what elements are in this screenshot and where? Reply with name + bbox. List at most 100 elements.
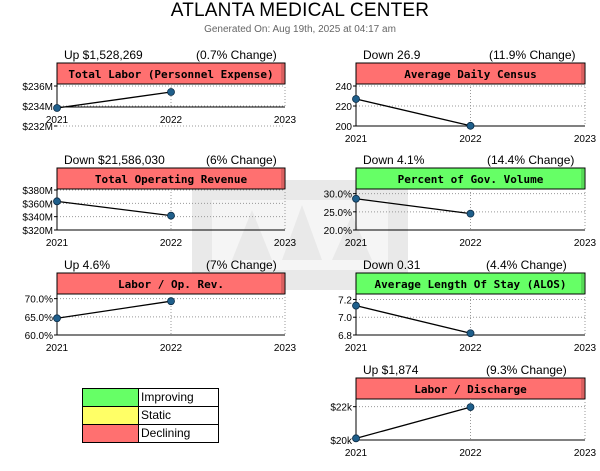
- y-tick-label: 220: [335, 102, 352, 113]
- data-point: [352, 194, 360, 203]
- x-tick-label: 2022: [459, 238, 482, 249]
- x-tick-label: 2021: [345, 343, 368, 354]
- header-shade: [581, 379, 584, 398]
- generated-timestamp: Generated On: Aug 19th, 2025 at 04:17 am: [204, 24, 396, 35]
- y-tick-label: 20.0%: [324, 226, 352, 237]
- y-tick-label: 65.0%: [25, 313, 53, 324]
- data-point: [352, 434, 360, 443]
- x-tick-label: 2023: [574, 238, 597, 249]
- y-tick-label: 25.0%: [324, 208, 352, 219]
- panel-average-length-of-stay: Down 0.31 (4.4% Change) Average Length Of …: [300, 258, 600, 366]
- y-tick-label: 70.0%: [25, 295, 53, 306]
- legend-item-declining: Declining: [83, 424, 218, 442]
- percent-change: (4.4% Change): [486, 258, 567, 272]
- legend-label: Static: [141, 408, 172, 422]
- x-tick-label: 2021: [46, 115, 69, 126]
- series-line: [56, 300, 172, 319]
- chart-title: Labor / Discharge: [414, 383, 527, 396]
- x-tick-label: 2021: [345, 448, 368, 459]
- chart-svg: Average Daily Census 200 220 240 2021 2022 202…: [335, 62, 597, 145]
- data-point: [167, 211, 175, 220]
- y-tick-label: $236M: [22, 82, 53, 93]
- data-point: [53, 197, 61, 206]
- legend-swatch-improving: [83, 389, 139, 406]
- chart-title: Total Labor (Personnel Expense): [68, 68, 273, 81]
- y-tick-label: $360M: [22, 199, 53, 210]
- change-value: Down $21,586,030: [64, 153, 165, 167]
- change-value: Up $1,874: [363, 363, 419, 377]
- chart-title: Labor / Op. Rev.: [118, 278, 224, 291]
- change-value: Down 0.31: [363, 258, 421, 272]
- header-shade: [281, 274, 284, 293]
- chart-svg: Percent of Gov. Volume 20.0% 25.0% 30.0% 202…: [324, 167, 597, 249]
- data-point: [167, 297, 175, 306]
- chart-svg: Labor / Op. Rev. 60.0% 65.0% 70.0% 2021 2022 2…: [25, 272, 297, 354]
- chart-svg: Total Labor (Personnel Expense) $232M $234…: [22, 62, 297, 133]
- data-point: [53, 104, 61, 112]
- panel-average-daily-census: Down 26.9 (11.9% Change) Average Daily Cen…: [300, 48, 600, 156]
- y-tick-label: 60.0%: [25, 331, 53, 342]
- series-line: [56, 91, 172, 109]
- chart-title: Total Operating Revenue: [95, 173, 248, 186]
- series-line: [355, 198, 471, 215]
- chart-svg: Labor / Discharge $20k $22k 2021 2022 2023: [330, 377, 597, 459]
- x-tick-label: 2021: [46, 238, 69, 249]
- y-tick-label: $320M: [22, 226, 53, 237]
- y-tick-label: $22k: [330, 403, 353, 414]
- series-line: [56, 200, 172, 217]
- change-value: Down 4.1%: [363, 153, 425, 167]
- y-tick-label: $234M: [22, 102, 53, 113]
- legend-item-static: Static: [83, 406, 218, 424]
- header-shade: [281, 64, 284, 83]
- panel-labor-per-discharge: Up $1,874 (9.3% Change) Labor / Discharge $…: [300, 363, 600, 471]
- watermark-logo: [192, 180, 408, 290]
- x-tick-label: 2023: [274, 115, 297, 126]
- x-tick-label: 2023: [574, 448, 597, 459]
- change-value: Up $1,528,269: [64, 48, 143, 62]
- x-tick-label: 2023: [574, 134, 597, 145]
- x-tick-label: 2023: [274, 343, 297, 354]
- legend-label: Declining: [141, 426, 191, 440]
- chart-title: Percent of Gov. Volume: [398, 173, 544, 186]
- x-tick-label: 2022: [160, 238, 183, 249]
- x-tick-label: 2022: [459, 448, 482, 459]
- percent-change: (14.4% Change): [487, 153, 575, 167]
- change-value: Up 4.6%: [64, 258, 111, 272]
- data-point: [466, 403, 475, 411]
- percent-change: (0.7% Change): [196, 48, 277, 62]
- data-point: [466, 209, 475, 218]
- percent-change: (11.9% Change): [489, 48, 576, 62]
- legend-item-improving: Improving: [83, 389, 218, 406]
- x-tick-label: 2022: [160, 115, 183, 126]
- series-line: [355, 305, 471, 334]
- header-shade: [581, 274, 584, 293]
- percent-change: (7% Change): [206, 258, 277, 272]
- x-tick-label: 2022: [459, 343, 482, 354]
- panel-percent-gov-volume: Down 4.1% (14.4% Change) Percent of Gov. V…: [300, 153, 600, 261]
- panel-labor-op-rev: Up 4.6% (7% Change) Labor / Op. Rev. 60.0% 6…: [0, 258, 300, 366]
- header-shade: [581, 64, 584, 83]
- legend-swatch-static: [83, 407, 139, 424]
- data-point: [466, 121, 475, 130]
- y-tick-label: $232M: [22, 122, 53, 133]
- legend: Improving Static Declining: [82, 388, 219, 443]
- header-shade: [281, 169, 284, 188]
- y-tick-label: 7.2: [338, 295, 352, 306]
- series-line: [355, 98, 471, 127]
- page-title: ATLANTA MEDICAL CENTER: [170, 0, 430, 21]
- y-tick-label: $340M: [22, 213, 53, 224]
- chart-svg: Total Operating Revenue $320M $340M $360M $3…: [22, 167, 297, 249]
- data-point: [352, 301, 360, 310]
- data-point: [53, 314, 61, 323]
- y-tick-label: 6.8: [338, 331, 352, 342]
- header-shade: [581, 169, 584, 188]
- data-point: [466, 329, 475, 338]
- panel-total-labor: Up $1,528,269 (0.7% Change) Total Labor (P…: [0, 48, 300, 156]
- chart-svg: Average Length Of Stay (ALOS) 6.8 7.0 7.2 20…: [338, 272, 597, 354]
- panel-total-operating-revenue: Down $21,586,030 (6% Change) Total Operati…: [0, 153, 300, 261]
- y-tick-label: 30.0%: [324, 190, 352, 201]
- x-tick-label: 2022: [459, 134, 482, 145]
- x-tick-label: 2023: [574, 343, 597, 354]
- y-tick-label: 7.0: [338, 313, 352, 324]
- legend-label: Improving: [141, 390, 194, 404]
